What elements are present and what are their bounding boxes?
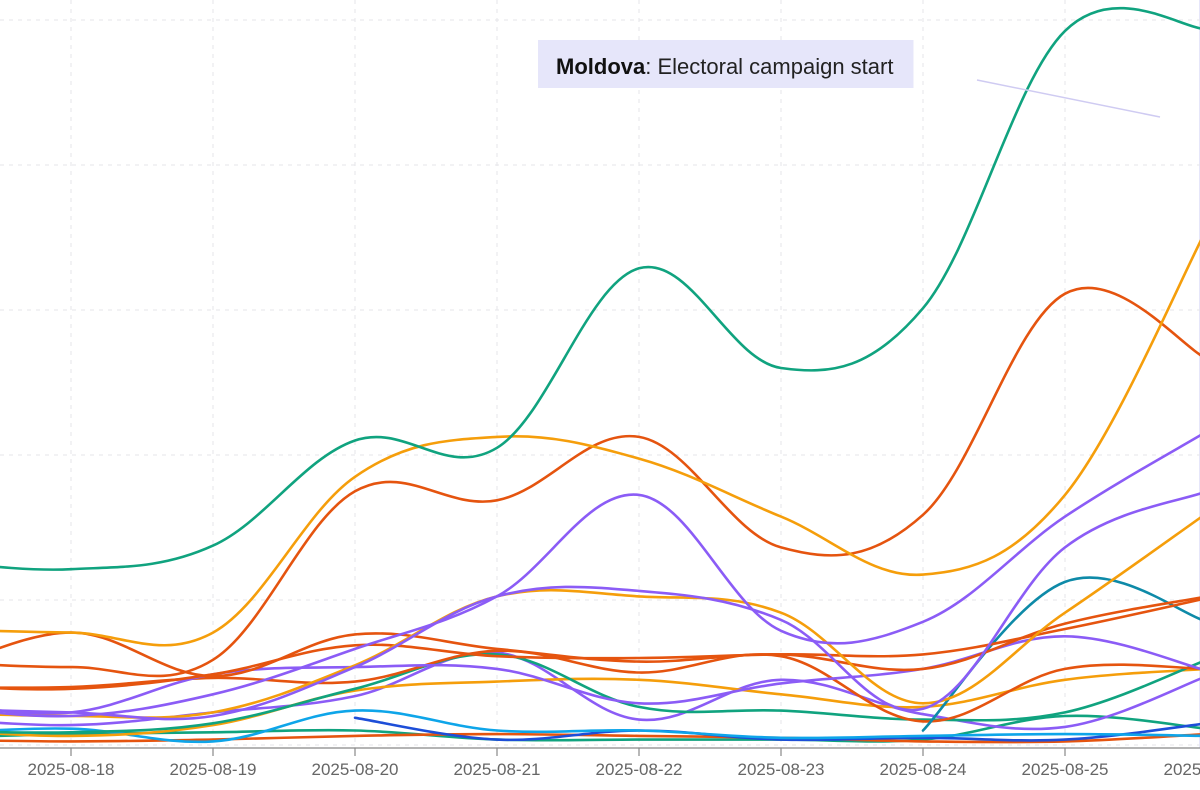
annotation: Moldova: Electoral campaign start — [538, 40, 914, 88]
x-tick-label: 2025-08-21 — [454, 760, 541, 779]
annotation-connector — [976, 79, 1161, 118]
series-lines — [0, 6, 1200, 744]
series-line-2 — [0, 239, 1200, 647]
x-tick-label: 2025-08-23 — [738, 760, 825, 779]
x-tick-label: 2025-08-25 — [1022, 760, 1109, 779]
x-tick-label: 2025-08-19 — [170, 760, 257, 779]
series-line-7 — [0, 596, 1200, 678]
series-line-4 — [0, 434, 1200, 718]
x-axis-ticks: 2025-08-18 2025-08-19 2025-08-20 2025-08-21… — [28, 748, 1200, 779]
annotation-text: Moldova: Electoral campaign start — [556, 54, 893, 79]
x-tick-label: 2025-08-22 — [596, 760, 683, 779]
series-line-16 — [353, 716, 1200, 742]
annotation-box — [538, 40, 914, 88]
annotation-separator: : — [645, 54, 651, 79]
series-line-15 — [0, 709, 1200, 744]
series-line-3 — [0, 286, 1200, 678]
grid-lines — [0, 0, 1200, 748]
series-line-12 — [0, 652, 1200, 734]
x-tick-label: 2025-08-24 — [880, 760, 967, 779]
series-line-1 — [0, 6, 1200, 571]
annotation-country: Moldova — [556, 54, 646, 79]
annotation-label: Electoral campaign start — [651, 54, 893, 79]
x-tick-label: 2025-08-18 — [28, 760, 115, 779]
x-tick-label: 2025-08-26 — [1164, 760, 1200, 779]
series-line-5 — [0, 492, 1200, 721]
series-line-6 — [0, 516, 1200, 719]
x-tick-label: 2025-08-20 — [312, 760, 399, 779]
